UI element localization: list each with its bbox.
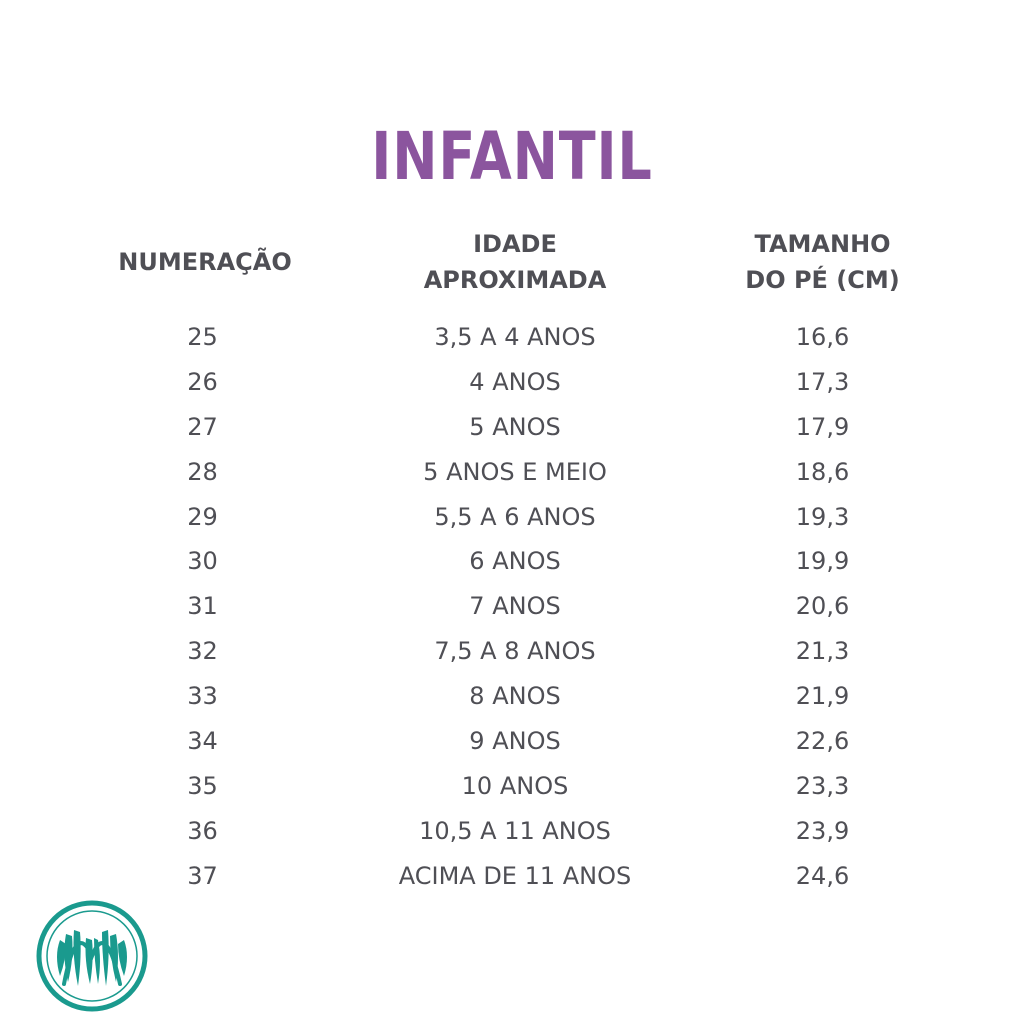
header-idade-line2: APROXIMADA: [423, 266, 607, 294]
table-row: 33 8 ANOS 21,9: [0, 673, 1024, 718]
header-tamanho: TAMANHO DO PÉ (CM): [715, 226, 930, 298]
table-row: 36 10,5 A 11 ANOS 23,9: [0, 808, 1024, 853]
table-row: 32 7,5 A 8 ANOS 21,3: [0, 628, 1024, 673]
table-row: 31 7 ANOS 20,6: [0, 583, 1024, 628]
cell-idade: 7,5 A 8 ANOS: [434, 637, 596, 666]
cell-numeracao: 35: [187, 771, 218, 800]
cell-tamanho: 20,6: [795, 592, 850, 621]
cell-tamanho: 21,9: [795, 682, 850, 711]
table-row: 37 ACIMA DE 11 ANOS 24,6: [0, 853, 1024, 898]
page-title: INFANTIL: [371, 118, 653, 195]
cell-idade: 5 ANOS: [469, 412, 561, 441]
cell-idade: 8 ANOS: [469, 682, 561, 711]
cell-tamanho: 23,9: [795, 816, 850, 845]
cell-numeracao: 36: [187, 816, 218, 845]
cell-tamanho: 19,9: [795, 547, 850, 576]
table-row: 26 4 ANOS 17,3: [0, 359, 1024, 404]
cell-numeracao: 28: [187, 457, 218, 486]
cell-tamanho: 24,6: [795, 861, 850, 890]
brand-logo-m-icon: [36, 900, 148, 1012]
table-row: 35 10 ANOS 23,3: [0, 763, 1024, 808]
cell-idade: 3,5 A 4 ANOS: [434, 323, 596, 351]
cell-tamanho: 16,6: [795, 323, 850, 351]
cell-tamanho: 21,3: [795, 637, 850, 666]
cell-idade: 4 ANOS: [469, 367, 561, 396]
cell-idade: ACIMA DE 11 ANOS: [398, 861, 632, 890]
cell-numeracao: 37: [187, 861, 218, 890]
table-row: 28 5 ANOS E MEIO 18,6: [0, 449, 1024, 494]
table-row: 25 3,5 A 4 ANOS 16,6: [0, 314, 1024, 359]
header-numeracao-label: NUMERAÇÃO: [118, 248, 292, 276]
cell-tamanho: 19,3: [795, 502, 850, 531]
cell-idade: 5,5 A 6 ANOS: [434, 502, 596, 531]
header-tamanho-line1: TAMANHO: [754, 230, 891, 258]
header-numeracao: NUMERAÇÃO: [100, 244, 310, 280]
header-tamanho-line2: DO PÉ (CM): [745, 266, 900, 294]
cell-idade: 10,5 A 11 ANOS: [419, 816, 611, 845]
table-row: 30 6 ANOS 19,9: [0, 538, 1024, 583]
cell-numeracao: 26: [187, 367, 218, 396]
cell-tamanho: 23,3: [795, 771, 850, 800]
cell-tamanho: 22,6: [795, 727, 850, 756]
cell-tamanho: 17,3: [795, 367, 850, 396]
cell-numeracao: 29: [187, 502, 218, 531]
cell-idade: 5 ANOS E MEIO: [423, 457, 607, 486]
cell-numeracao: 31: [187, 592, 218, 621]
table-row: 29 5,5 A 6 ANOS 19,3: [0, 494, 1024, 539]
cell-idade: 7 ANOS: [469, 592, 561, 621]
cell-tamanho: 18,6: [795, 457, 850, 486]
cell-idade: 10 ANOS: [461, 771, 569, 800]
table-row: 34 9 ANOS 22,6: [0, 718, 1024, 763]
cell-idade: 9 ANOS: [469, 727, 561, 756]
cell-numeracao: 27: [187, 412, 218, 441]
cell-numeracao: 25: [187, 323, 218, 351]
header-idade-line1: IDADE: [473, 230, 557, 258]
table-row: 27 5 ANOS 17,9: [0, 404, 1024, 449]
size-table: 25 3,5 A 4 ANOS 16,6 26 4 ANOS 17,3 27 5…: [0, 314, 1024, 898]
cell-numeracao: 33: [187, 682, 218, 711]
cell-numeracao: 34: [187, 727, 218, 756]
cell-tamanho: 17,9: [795, 412, 850, 441]
header-idade: IDADE APROXIMADA: [380, 226, 650, 298]
cell-idade: 6 ANOS: [469, 547, 561, 576]
cell-numeracao: 30: [187, 547, 218, 576]
cell-numeracao: 32: [187, 637, 218, 666]
